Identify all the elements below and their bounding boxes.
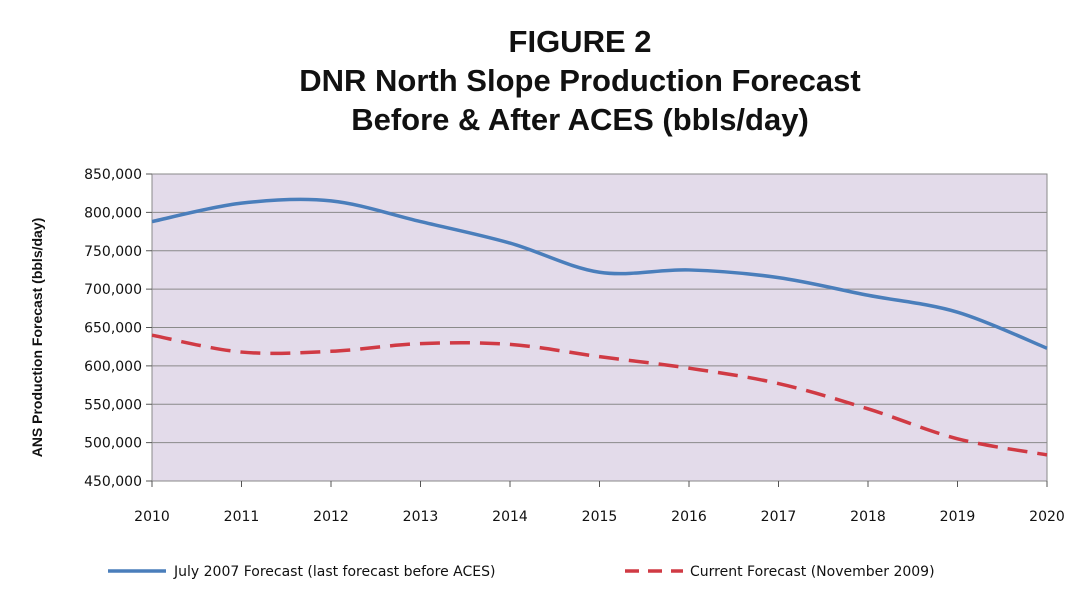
- y-axis-ticks: 450,000 500,000 550,000 600,000 650,000 700,0…: [84, 167, 152, 490]
- chart-title-line-1: FIGURE 2: [508, 24, 652, 59]
- y-axis-label: ANS Production Forecast (bbls/day): [29, 218, 45, 458]
- y-tick-label: 850,000: [84, 167, 142, 183]
- x-tick-label: 2018: [850, 509, 886, 525]
- y-tick-label: 550,000: [84, 397, 142, 413]
- chart-title: FIGURE 2 DNR North Slope Production Fore…: [0, 22, 1074, 139]
- x-tick-label: 2020: [1029, 509, 1065, 525]
- legend-label: July 2007 Forecast (last forecast before…: [173, 564, 495, 580]
- chart-title-line-3: Before & After ACES (bbls/day): [351, 102, 809, 137]
- legend: July 2007 Forecast (last forecast before…: [108, 564, 935, 580]
- x-axis-ticks: 2010 2011 2012 2013 2014 2015 2016 2017 2018 2019…: [134, 481, 1065, 525]
- x-tick-label: 2013: [403, 509, 439, 525]
- legend-label: Current Forecast (November 2009): [690, 564, 935, 580]
- y-tick-label: 650,000: [84, 321, 142, 337]
- x-tick-label: 2017: [761, 509, 797, 525]
- y-tick-label: 600,000: [84, 359, 142, 375]
- y-tick-label: 500,000: [84, 436, 142, 452]
- y-tick-label: 750,000: [84, 244, 142, 260]
- x-tick-label: 2012: [313, 509, 349, 525]
- chart-title-line-2: DNR North Slope Production Forecast: [299, 63, 861, 98]
- series-layer: [151, 197, 1048, 457]
- x-tick-label: 2011: [224, 509, 260, 525]
- x-tick-label: 2010: [134, 509, 170, 525]
- x-tick-label: 2015: [582, 509, 618, 525]
- x-tick-label: 2016: [671, 509, 707, 525]
- x-tick-label: 2019: [940, 509, 976, 525]
- x-tick-label: 2014: [492, 509, 528, 525]
- y-tick-label: 450,000: [84, 474, 142, 490]
- y-tick-label: 800,000: [84, 205, 142, 221]
- y-tick-label: 700,000: [84, 282, 142, 298]
